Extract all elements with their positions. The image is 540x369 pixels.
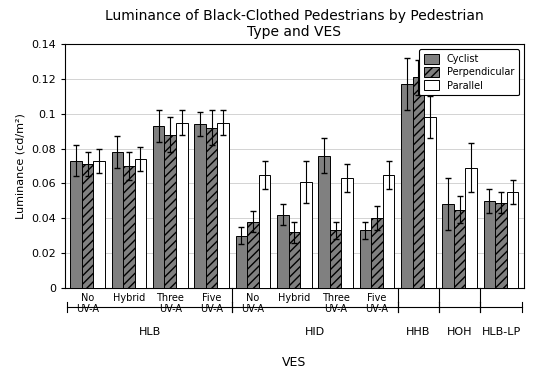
Bar (93, 161, 105, 288)
Bar (194, 124, 206, 288)
Bar (318, 156, 330, 288)
Bar (401, 84, 413, 288)
Bar (495, 203, 507, 288)
Legend: Cyclist, Perpendicular, Parallel: Cyclist, Perpendicular, Parallel (420, 49, 519, 96)
Bar (413, 77, 424, 288)
Bar (123, 166, 134, 288)
Bar (507, 192, 518, 288)
Bar (383, 175, 394, 288)
Bar (484, 201, 495, 288)
Bar (259, 175, 271, 288)
Bar (112, 152, 123, 288)
Title: Luminance of Black-Clothed Pedestrians by Pedestrian
Type and VES: Luminance of Black-Clothed Pedestrians b… (105, 9, 484, 39)
Bar (360, 230, 371, 288)
Bar (341, 178, 353, 288)
Text: HLB: HLB (138, 327, 161, 337)
Bar (371, 218, 383, 288)
Text: HLB-LP: HLB-LP (482, 327, 521, 337)
Bar (300, 182, 312, 288)
Bar (134, 159, 146, 288)
Bar (165, 135, 176, 288)
Bar (70, 161, 82, 288)
Bar (465, 168, 477, 288)
Text: HID: HID (305, 327, 325, 337)
Bar (82, 164, 93, 288)
Bar (330, 230, 341, 288)
Bar (424, 117, 436, 288)
Text: VES: VES (282, 356, 307, 369)
Bar (153, 126, 165, 288)
Bar (247, 222, 259, 288)
Bar (235, 236, 247, 288)
Bar (454, 210, 465, 288)
Bar (442, 204, 454, 288)
Y-axis label: Luminance (cd/m²): Luminance (cd/m²) (16, 113, 25, 219)
Bar (218, 123, 229, 288)
Bar (277, 215, 288, 288)
Bar (206, 128, 218, 288)
Text: HOH: HOH (447, 327, 472, 337)
Text: HHB: HHB (406, 327, 430, 337)
Bar (176, 123, 187, 288)
Bar (288, 232, 300, 288)
